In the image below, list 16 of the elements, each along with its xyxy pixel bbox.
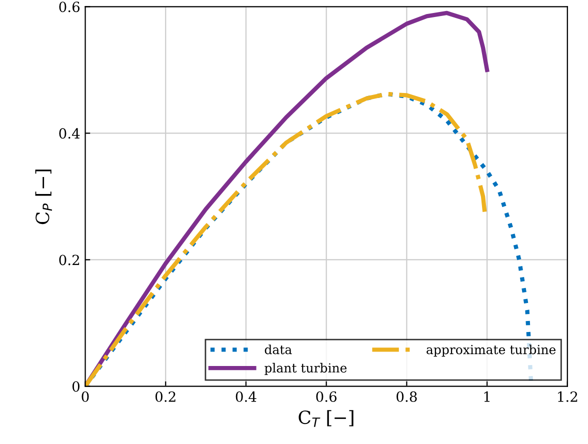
x-tick-label: 1.2 bbox=[558, 391, 578, 402]
x-tick-label: 1 bbox=[484, 391, 490, 402]
legend-label: plant turbine bbox=[264, 362, 347, 376]
x-tick-label: 0 bbox=[82, 391, 89, 402]
y-tick-label: 0.4 bbox=[59, 128, 80, 139]
legend-label: approximate turbine bbox=[426, 344, 556, 357]
y-tick-label: 0 bbox=[72, 381, 80, 392]
x-tick-label: 0.2 bbox=[155, 391, 176, 402]
y-tick-label: 0.2 bbox=[59, 254, 80, 266]
y-tick-label: 0.6 bbox=[59, 2, 80, 12]
y-axis-title: C$_{P}$ [−] bbox=[35, 170, 52, 224]
x-tick-label: 0.8 bbox=[396, 391, 417, 402]
legend-label: data bbox=[264, 344, 292, 354]
x-tick-label: 0.4 bbox=[236, 391, 256, 402]
x-axis-title: C$_{T}$ [−] bbox=[298, 410, 354, 427]
x-tick-label: 0.6 bbox=[316, 391, 337, 402]
